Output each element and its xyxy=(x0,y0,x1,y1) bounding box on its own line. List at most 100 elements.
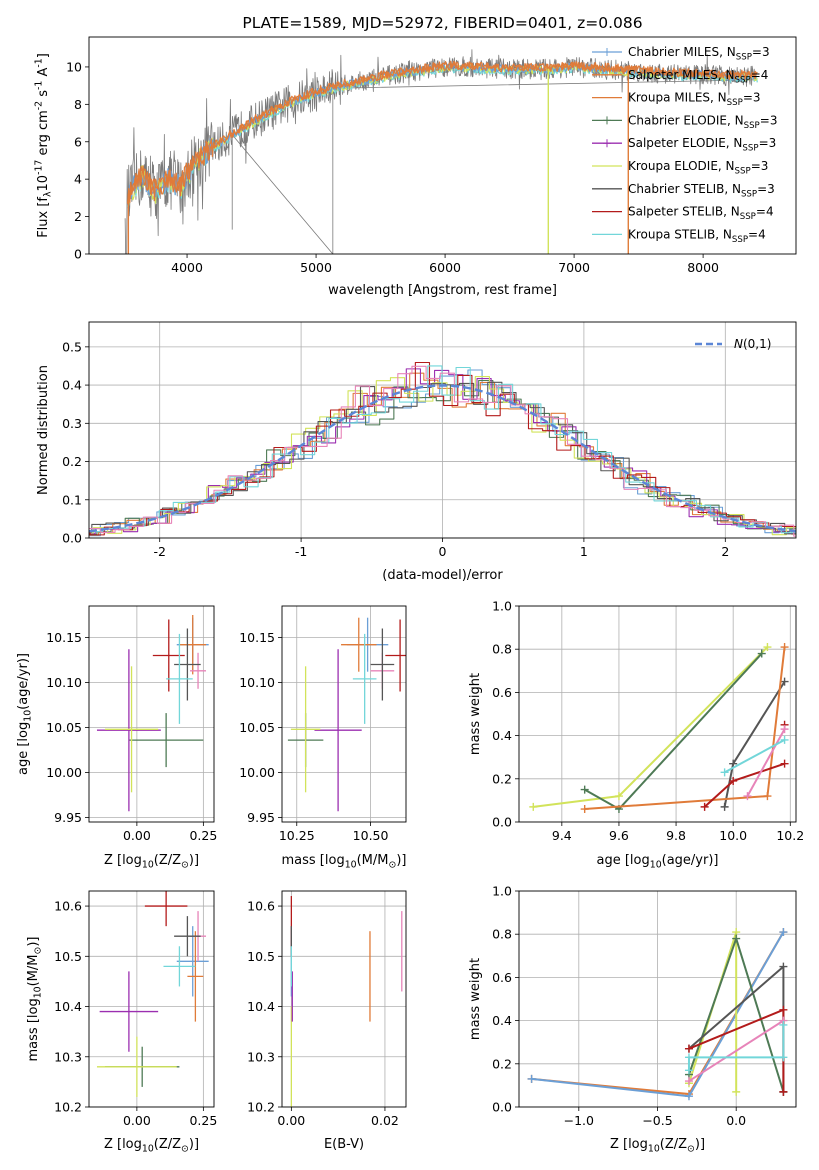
x-axis-label: (data-model)/error xyxy=(382,568,503,583)
plot-background xyxy=(282,606,406,822)
y-axis-label: mass [log10(M/M⊙)] xyxy=(26,937,44,1062)
y-tick-label: 0.2 xyxy=(492,771,512,786)
y-tick-label: 0.0 xyxy=(492,1100,512,1115)
plot-area xyxy=(282,606,406,822)
data-point xyxy=(314,649,362,812)
y-tick-label: 0.0 xyxy=(492,815,512,830)
legend-label: Kroupa MILES, NSSP=3 xyxy=(628,91,761,109)
weight-marker xyxy=(779,1005,788,1014)
weight-marker xyxy=(580,785,589,794)
data-point xyxy=(128,713,204,768)
y-tick-label: 10.3 xyxy=(247,1049,275,1064)
legend: Chabrier MILES, NSSP=3 Salpeter MILES, NS… xyxy=(592,45,777,245)
axes-frame xyxy=(88,321,797,539)
y-tick-label: 6 xyxy=(74,134,82,149)
axes-frame xyxy=(518,890,797,1108)
data-point xyxy=(176,926,209,997)
x-axis-label: wavelength [Angstrom, rest frame] xyxy=(328,283,557,298)
y-tick-label: 10.05 xyxy=(239,720,275,735)
axes-frame xyxy=(518,605,797,823)
x-tick-label: −0.5 xyxy=(642,1113,672,1128)
x-tick-label: 8000 xyxy=(687,260,719,275)
plot-background xyxy=(89,606,214,822)
x-tick-label: -2 xyxy=(153,544,165,559)
plot-area xyxy=(124,49,758,254)
axes-spectrum: 4000 5000 6000 7000 8000 0 2 4 6 8 10 wavelength [A… xyxy=(34,36,797,298)
legend-label: Chabrier MILES, NSSP=3 xyxy=(628,45,770,63)
weight-marker xyxy=(684,1053,693,1062)
x-tick-label: 0 xyxy=(439,544,447,559)
y-tick-label: 1.0 xyxy=(492,599,512,614)
x-tick-label: 0.0 xyxy=(726,1113,746,1128)
x-axis-label: mass [log10(M/M⊙)] xyxy=(282,853,407,871)
y-tick-label: 9.95 xyxy=(247,810,275,825)
legend-label: Kroupa ELODIE, NSSP=3 xyxy=(628,159,768,177)
y-axis-label: mass weight xyxy=(468,673,483,755)
weight-marker xyxy=(720,768,729,777)
legend-label: Chabrier STELIB, NSSP=3 xyxy=(628,182,775,200)
y-tick-label: 0.6 xyxy=(492,970,512,985)
data-point xyxy=(166,633,193,724)
axes-frame xyxy=(88,36,797,255)
data-point xyxy=(174,916,201,957)
x-axis-label: Z [log10(Z/Z⊙)] xyxy=(104,853,199,871)
x-tick-label: 0.25 xyxy=(189,828,217,843)
x-tick-label: 0.00 xyxy=(123,1113,151,1128)
weight-marker xyxy=(780,677,789,686)
weight-marker xyxy=(684,1092,693,1101)
x-tick-label: 4000 xyxy=(171,260,203,275)
chart-title: PLATE=1589, MJD=52972, FIBERID=0401, z=0… xyxy=(242,14,642,32)
weight-marker xyxy=(732,934,741,943)
weight-marker xyxy=(684,1044,693,1053)
x-axis-label: Z [log10(Z/Z⊙)] xyxy=(610,1137,705,1155)
x-axis-label: E(B-V) xyxy=(324,1137,364,1152)
y-tick-label: 0.4 xyxy=(62,378,82,393)
data-point xyxy=(163,946,196,987)
plot-area xyxy=(89,322,796,538)
y-axis-label: age [log10(age/yr)] xyxy=(16,653,34,775)
axes-frame xyxy=(281,890,407,1108)
y-axis-label: Normed distribution xyxy=(36,365,51,495)
x-tick-label: 1 xyxy=(580,544,588,559)
legend: N(0,1) xyxy=(695,337,771,351)
y-tick-label: 1.0 xyxy=(492,884,512,899)
y-tick-label: 10.00 xyxy=(46,765,82,780)
y-tick-label: 0.8 xyxy=(492,642,512,657)
axes-frame xyxy=(88,890,215,1108)
legend-label: N(0,1) xyxy=(734,337,771,351)
y-tick-label: 0.2 xyxy=(492,1056,512,1071)
model-spectrum xyxy=(127,60,758,204)
y-tick-label: 0.2 xyxy=(62,454,82,469)
x-tick-label: 10.2 xyxy=(776,828,804,843)
plot-area xyxy=(519,606,796,822)
weight-marker xyxy=(614,792,623,801)
weight-marker xyxy=(529,802,538,811)
legend-label: Salpeter STELIB, NSSP=4 xyxy=(628,205,774,223)
x-tick-label: -1 xyxy=(295,544,307,559)
plot-area xyxy=(89,606,214,822)
data-point xyxy=(174,628,201,701)
y-tick-label: 10.15 xyxy=(46,630,82,645)
x-tick-label: 0.25 xyxy=(189,1113,217,1128)
weight-marker xyxy=(779,1020,788,1029)
weight-marker xyxy=(780,735,789,744)
y-tick-label: 9.95 xyxy=(54,810,82,825)
weight-marker xyxy=(779,962,788,971)
y-tick-label: 2 xyxy=(74,209,82,224)
weight-marker xyxy=(779,928,788,937)
y-axis-label: Flux [fλ10-17 erg cm-2 s-1 A-1] xyxy=(34,53,54,238)
legend-label: Salpeter ELODIE, NSSP=3 xyxy=(628,136,776,154)
y-tick-label: 0.6 xyxy=(492,685,512,700)
x-tick-label: 9.6 xyxy=(609,828,629,843)
weight-series-line xyxy=(688,1019,784,1082)
weight-marker xyxy=(684,1066,693,1075)
data-point xyxy=(341,617,377,672)
weight-marker xyxy=(700,802,709,811)
weight-marker xyxy=(729,759,738,768)
y-tick-label: 0.4 xyxy=(492,1013,512,1028)
x-tick-label: 0.02 xyxy=(371,1113,399,1128)
plot-area xyxy=(519,891,796,1107)
y-tick-label: 0.8 xyxy=(492,927,512,942)
x-axis-label: Z [log10(Z/Z⊙)] xyxy=(104,1137,199,1155)
axes-frame xyxy=(281,605,407,823)
